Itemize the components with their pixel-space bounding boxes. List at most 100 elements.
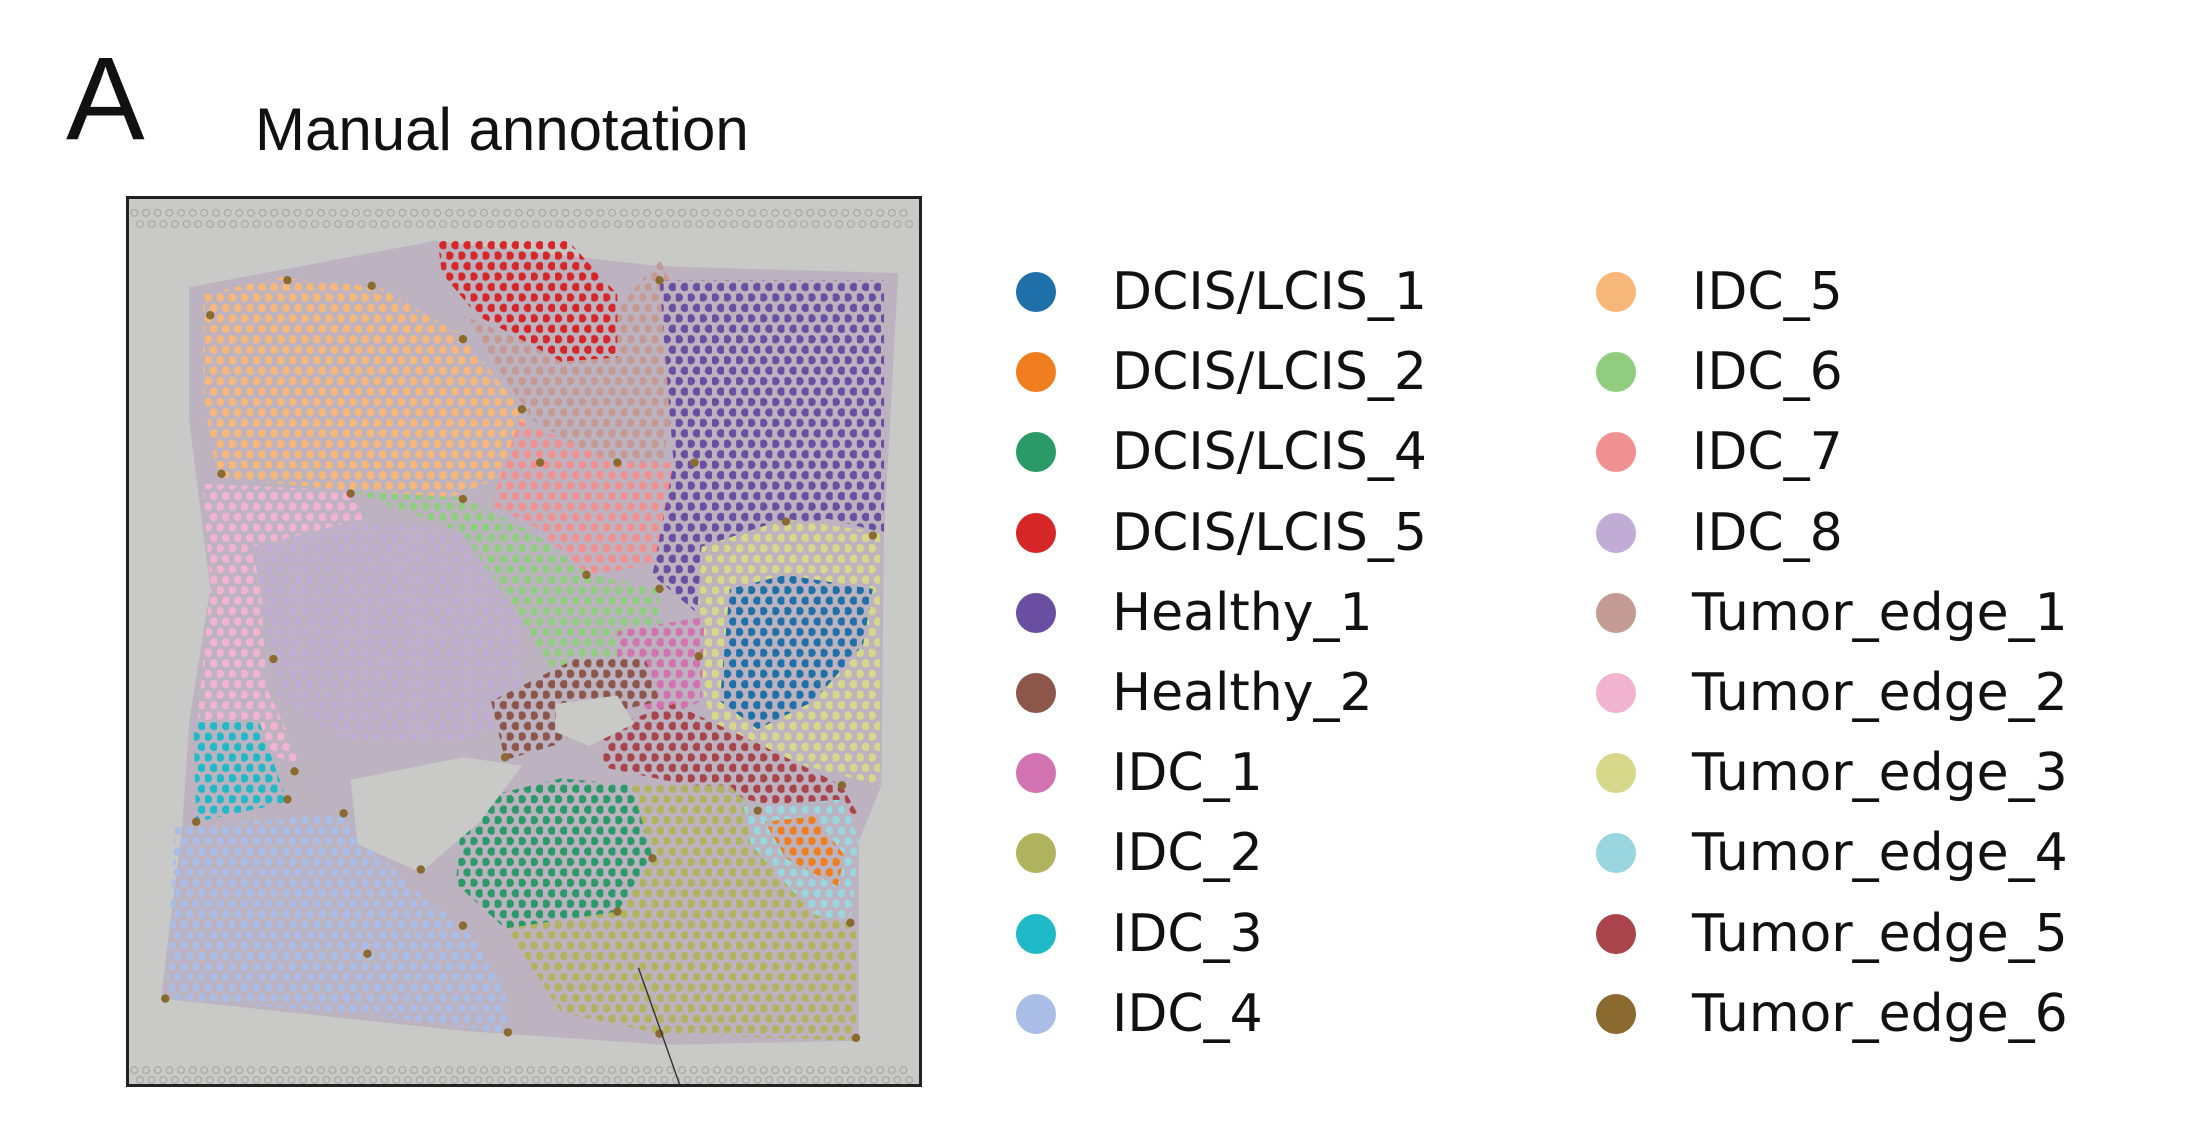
fiducial-spot xyxy=(695,220,704,229)
fiducial-spot xyxy=(706,1075,715,1084)
legend-marker xyxy=(1596,592,1636,633)
fiducial-spot xyxy=(584,1066,593,1075)
fiducial-spot xyxy=(503,208,512,217)
fiducial-spot xyxy=(672,220,681,229)
fiducial-spot xyxy=(252,220,261,229)
fiducial-spot xyxy=(287,1075,296,1084)
fiducial-spot xyxy=(153,208,162,217)
fiducial-spot xyxy=(881,220,890,229)
fiducial-spot xyxy=(345,1075,354,1084)
fiducial-spot xyxy=(643,208,652,217)
fiducial-spot xyxy=(433,208,442,217)
fiducial-spot xyxy=(747,208,756,217)
tumor-edge-6-spot xyxy=(655,584,664,594)
legend-marker xyxy=(1596,272,1636,313)
fiducial-spot xyxy=(870,220,879,229)
fiducial-spot xyxy=(608,1066,617,1075)
fiducial-spot xyxy=(205,1075,214,1084)
fiducial-spot xyxy=(281,208,290,217)
panel-letter: A xyxy=(66,33,145,165)
fiducial-spot xyxy=(532,1075,541,1084)
fiducial-spot xyxy=(643,1066,652,1075)
spot-region-healthy-1 xyxy=(652,280,885,617)
legend-label: IDC_4 xyxy=(1112,983,1263,1044)
fiducial-spot xyxy=(194,1075,203,1084)
legend-item: Tumor_edge_1 xyxy=(1596,573,2068,653)
fiducial-spot xyxy=(701,208,710,217)
fiducial-spot xyxy=(456,1066,465,1075)
fiducial-spot xyxy=(794,1066,803,1075)
fiducial-spot xyxy=(555,1075,564,1084)
fiducial-spot xyxy=(724,208,733,217)
fiducial-spot xyxy=(392,220,401,229)
tumor-edge-6-spot xyxy=(458,921,468,930)
tumor-edge-6-spot xyxy=(283,275,292,285)
spot-region-idc-8 xyxy=(252,518,527,744)
legend-marker xyxy=(1596,432,1636,473)
legend-label: IDC_5 xyxy=(1692,262,1843,323)
legend-item: IDC_4 xyxy=(1016,974,1427,1054)
fiducial-spot xyxy=(806,1066,815,1075)
legend-label: DCIS/LCIS_2 xyxy=(1112,342,1427,403)
fiducial-spot xyxy=(654,1066,663,1075)
legend-label: IDC_1 xyxy=(1112,743,1263,804)
fiducial-spot xyxy=(450,220,459,229)
fiducial-spot xyxy=(736,1066,745,1075)
fiducial-spot xyxy=(567,1075,576,1084)
spot-region-idc-6 xyxy=(350,490,660,681)
tumor-edge-6-spot xyxy=(694,652,703,661)
fiducial-spot xyxy=(299,220,308,229)
fiducial-spot xyxy=(177,1066,186,1075)
tumor-edge-6-spot xyxy=(868,531,878,540)
fiducial-spot xyxy=(596,1066,605,1075)
legend-label: IDC_6 xyxy=(1692,342,1843,403)
fiducial-spot xyxy=(713,208,722,217)
legend-marker xyxy=(1596,673,1636,714)
fiducial-spot xyxy=(654,208,663,217)
fiducial-spot xyxy=(561,1066,570,1075)
fiducial-spot xyxy=(438,220,447,229)
legend-marker xyxy=(1016,432,1056,473)
legend-column-1: DCIS/LCIS_1 DCIS/LCIS_2 DCIS/LCIS_4 DCIS/LC… xyxy=(1016,252,1427,1054)
fiducial-spot xyxy=(497,220,506,229)
legend-marker xyxy=(1016,592,1056,633)
tumor-edge-6-spot xyxy=(781,517,791,526)
legend-marker xyxy=(1016,993,1056,1034)
fiducial-spot xyxy=(841,208,850,217)
fiducial-spot xyxy=(427,1075,436,1084)
fiducial-spot xyxy=(666,1066,675,1075)
legend-item: DCIS/LCIS_2 xyxy=(1016,332,1427,412)
fiducial-spot xyxy=(823,220,832,229)
fiducial-spot xyxy=(876,1066,885,1075)
fiducial-spot xyxy=(637,220,646,229)
legend-item: Tumor_edge_2 xyxy=(1596,653,2068,733)
fiducial-spot xyxy=(188,208,197,217)
tumor-edge-6-spot xyxy=(363,949,372,958)
fiducial-spot xyxy=(211,208,220,217)
spot-region-dcis-lcis-2 xyxy=(764,816,845,887)
fiducial-spot xyxy=(713,1066,722,1075)
fiducial-spot xyxy=(217,220,226,229)
fiducial-spot xyxy=(491,208,500,217)
tumor-edge-6-spot xyxy=(837,781,847,790)
legend-label: IDC_8 xyxy=(1692,502,1843,563)
legend-item: Tumor_edge_5 xyxy=(1596,894,2068,974)
legend-item: IDC_7 xyxy=(1596,412,2068,492)
fiducial-spot xyxy=(380,220,389,229)
spot-region-tumor-edge-5 xyxy=(603,703,859,817)
fiducial-spot xyxy=(450,1075,459,1084)
fiducial-spot xyxy=(508,1075,517,1084)
tumor-edge-6-spot xyxy=(206,311,215,320)
fiducial-spot xyxy=(270,208,279,217)
legend-label: Healthy_1 xyxy=(1112,582,1373,643)
fiducial-spot xyxy=(293,208,302,217)
legend-item: DCIS/LCIS_5 xyxy=(1016,493,1427,573)
legend-column-2: IDC_5 IDC_6 IDC_7 IDC_8 Tumor_edge_1 Tumor_ed… xyxy=(1596,252,2068,1054)
fiducial-spot xyxy=(322,220,331,229)
fiducial-spot xyxy=(619,1066,628,1075)
fiducial-spot xyxy=(811,220,820,229)
fiducial-spot xyxy=(590,1075,599,1084)
fiducial-spot xyxy=(613,220,622,229)
fiducial-spot xyxy=(328,208,337,217)
fiducial-spot xyxy=(357,220,366,229)
